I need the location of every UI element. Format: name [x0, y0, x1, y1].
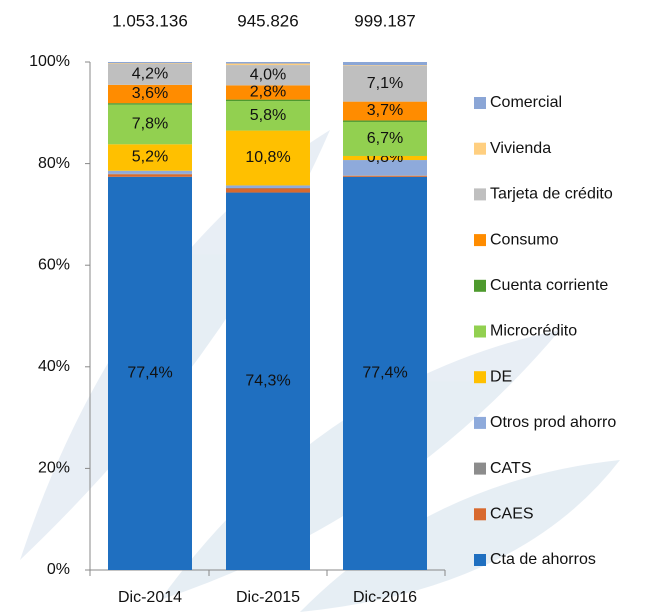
value-label: 10,8%	[245, 149, 290, 166]
y-tick-label: 20%	[38, 460, 70, 477]
bar-segment	[226, 185, 310, 188]
legend-label: DE	[490, 368, 512, 385]
x-tick-label: Dic-2014	[118, 589, 182, 606]
bar-segment	[226, 63, 310, 66]
value-label: 74,3%	[245, 372, 290, 389]
legend-label: Cuenta corriente	[490, 277, 608, 294]
y-tick-label: 0%	[47, 561, 70, 578]
y-tick-label: 60%	[38, 256, 70, 273]
bar-segment	[108, 173, 192, 175]
legend-swatch	[474, 234, 486, 247]
y-tick-label: 100%	[29, 53, 70, 70]
y-tick-label: 80%	[38, 155, 70, 172]
bar-total: 1.053.136	[112, 11, 188, 30]
bar-segment	[226, 187, 310, 189]
value-label: 3,7%	[367, 102, 403, 119]
bar-segment	[108, 176, 192, 571]
bar-segment	[108, 144, 192, 171]
value-label: 3,6%	[132, 85, 168, 102]
legend-swatch	[474, 416, 486, 429]
legend-label: CAES	[490, 506, 534, 523]
legend-label: Cta de ahorros	[490, 551, 596, 568]
legend-swatch	[474, 554, 486, 566]
bar-segment	[343, 155, 427, 161]
value-label: 4,0%	[250, 66, 286, 83]
legend-swatch	[474, 508, 486, 521]
legend-swatch	[474, 97, 486, 109]
bar-total: 945.826	[237, 11, 298, 30]
bar-segment	[343, 160, 427, 176]
bar-segment	[226, 65, 310, 86]
bar-segment	[343, 65, 427, 66]
value-label: 4,2%	[132, 65, 168, 82]
bar-segment	[108, 63, 192, 85]
bar-segment	[343, 65, 427, 102]
bar-segment	[226, 99, 310, 102]
legend-swatch	[474, 325, 486, 338]
value-label: 77,4%	[362, 365, 407, 382]
legend-label: Consumo	[490, 231, 559, 248]
bar-segment	[343, 175, 427, 177]
bar-segment	[226, 130, 310, 186]
value-label: 7,1%	[367, 75, 403, 92]
bar-segment	[226, 62, 310, 64]
value-label: 77,4%	[127, 365, 172, 382]
value-label: 5,8%	[250, 107, 286, 124]
x-tick-label: Dic-2015	[236, 589, 300, 606]
bar-segment	[108, 84, 192, 104]
bar-segment	[343, 62, 427, 66]
legend-label: Otros prod ahorro	[490, 414, 616, 431]
bar-segment	[343, 101, 427, 121]
bar-segment	[108, 174, 192, 177]
bar-segment	[343, 121, 427, 156]
bar-segment	[226, 188, 310, 193]
value-label: 7,8%	[132, 116, 168, 133]
bar-segment	[343, 120, 427, 122]
value-label: 6,7%	[367, 130, 403, 147]
bar-segment	[343, 175, 427, 176]
bar-segment	[108, 103, 192, 105]
bar-segment	[226, 192, 310, 570]
legend-swatch	[474, 462, 486, 475]
bar-segment	[226, 85, 310, 100]
value-label: 2,8%	[250, 84, 286, 101]
bar-segment	[108, 170, 192, 174]
legend-label: Microcrédito	[490, 323, 577, 340]
bar-total: 999.187	[354, 11, 415, 30]
legend-label: Vivienda	[490, 140, 551, 157]
legend-swatch	[474, 371, 486, 384]
legend-swatch	[474, 142, 486, 155]
bar-segment	[108, 63, 192, 64]
value-label: 5,2%	[132, 149, 168, 166]
bar-segment	[226, 101, 310, 131]
legend-label: CATS	[490, 460, 531, 477]
y-tick-label: 40%	[38, 358, 70, 375]
bar-segment	[343, 176, 427, 571]
legend-label: Comercial	[490, 94, 562, 111]
x-tick-label: Dic-2016	[353, 589, 417, 606]
bar-segment	[108, 104, 192, 145]
bar-segment	[108, 62, 192, 64]
legend-swatch	[474, 279, 486, 292]
legend-swatch	[474, 188, 486, 201]
legend-label: Tarjeta de crédito	[490, 186, 613, 203]
